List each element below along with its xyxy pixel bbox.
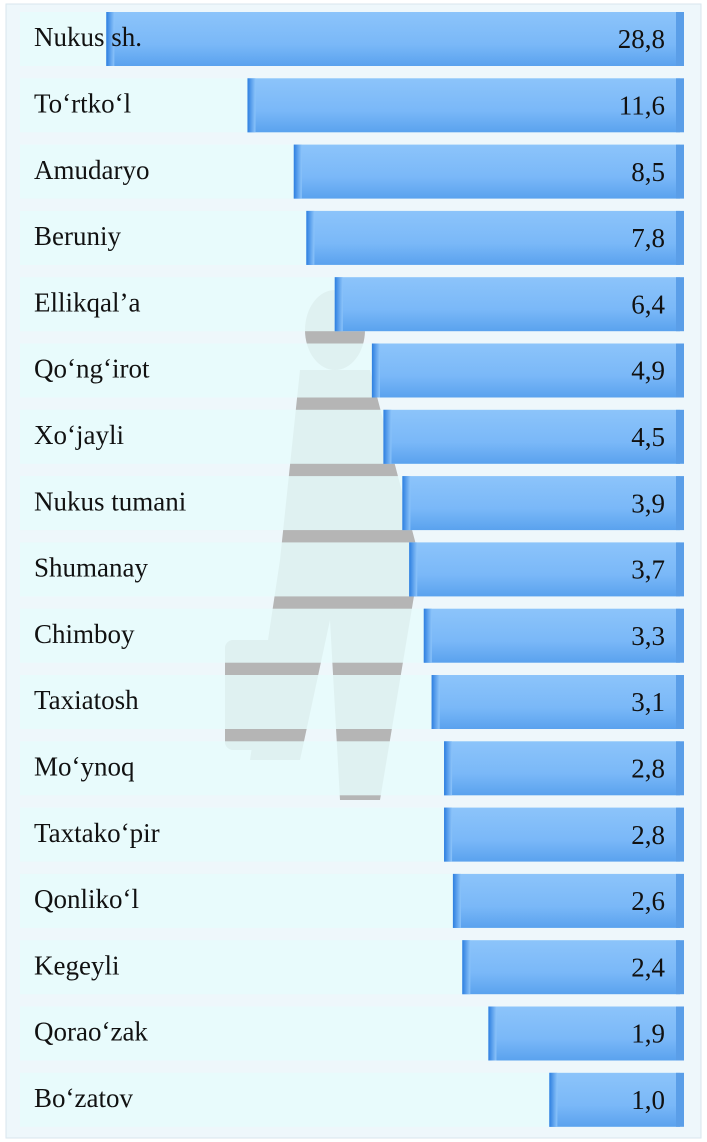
value-label: 3,3 [631, 621, 665, 651]
category-label: Qo‘ng‘irot [34, 354, 150, 384]
value-label: 8,5 [631, 157, 665, 187]
row-end [676, 277, 684, 331]
row-end [676, 741, 684, 795]
row-end [676, 808, 684, 862]
row-end [676, 145, 684, 199]
bar-edge [294, 145, 302, 199]
bar-edge [247, 78, 255, 132]
bar-edge [453, 874, 461, 928]
category-label: Shumanay [34, 553, 148, 583]
bar-edge [444, 741, 452, 795]
category-label: Bo‘zatov [34, 1083, 133, 1113]
category-label: To‘rtko‘l [34, 89, 131, 119]
value-label: 4,9 [631, 356, 665, 386]
value-label: 2,4 [631, 952, 665, 982]
row-end [676, 609, 684, 663]
bar-edge [549, 1073, 557, 1127]
value-label: 2,6 [631, 886, 665, 916]
row-end [676, 78, 684, 132]
row-end [676, 675, 684, 729]
row-end [676, 344, 684, 398]
value-label: 4,5 [631, 422, 665, 452]
value-label: 1,9 [631, 1019, 665, 1049]
bar-edge [432, 675, 440, 729]
value-label: 3,7 [631, 555, 665, 585]
category-label: Amudaryo [34, 155, 149, 185]
bar-edge [444, 808, 452, 862]
category-label: Beruniy [34, 221, 121, 251]
category-label: Qorao‘zak [34, 1017, 148, 1047]
bar [247, 78, 680, 132]
value-label: 2,8 [631, 820, 665, 850]
row-end [676, 874, 684, 928]
bar [306, 211, 680, 265]
bar-edge [424, 609, 432, 663]
bar [294, 145, 680, 199]
bar-edge [488, 1007, 496, 1061]
row-end [676, 410, 684, 464]
value-label: 1,0 [631, 1085, 665, 1115]
category-label: Qonliko‘l [34, 884, 139, 914]
bar-edge [402, 476, 410, 530]
category-label: Nukus sh. [34, 22, 142, 52]
chart: Nukus sh. 28,8 To‘rtko‘l 11,6 Amudaryo 8,5 Ber… [0, 0, 707, 1142]
bar-edge [372, 344, 380, 398]
row-end [676, 1073, 684, 1127]
value-label: 3,9 [631, 488, 665, 518]
category-label: Ellikqal’a [34, 287, 140, 317]
category-label: Mo‘ynoq [34, 752, 135, 782]
category-label: Chimboy [34, 619, 135, 649]
row-end [676, 542, 684, 596]
bar-edge [306, 211, 314, 265]
value-label: 28,8 [618, 24, 665, 54]
row-end [676, 940, 684, 994]
bar-edge [462, 940, 470, 994]
category-label: Nukus tumani [34, 486, 186, 516]
row-end [676, 476, 684, 530]
bar-edge [409, 542, 417, 596]
category-label: Xo‘jayli [34, 420, 124, 450]
value-label: 2,8 [631, 754, 665, 784]
row-end [676, 211, 684, 265]
category-label: Taxtako‘pir [34, 818, 160, 848]
category-label: Taxiatosh [34, 685, 139, 715]
value-label: 3,1 [631, 687, 665, 717]
bar-edge [335, 277, 343, 331]
category-label: Kegeyli [34, 950, 119, 980]
value-label: 11,6 [619, 91, 665, 121]
bar [106, 12, 680, 66]
row-end [676, 1007, 684, 1061]
value-label: 7,8 [631, 223, 665, 253]
bar [335, 277, 680, 331]
value-label: 6,4 [631, 289, 665, 319]
row-end [676, 12, 684, 66]
bar-edge [383, 410, 391, 464]
